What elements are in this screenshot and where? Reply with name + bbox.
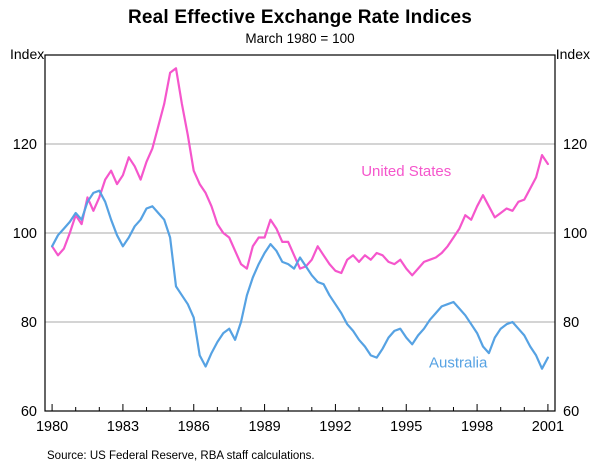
series-label-united-states: United States: [361, 163, 451, 180]
plot-frame: [44, 54, 556, 412]
x-tick-label: 1992: [319, 419, 351, 435]
y-axis-unit-left: Index: [10, 46, 45, 62]
x-tick-label: 2001: [532, 419, 564, 435]
source-note: Source: US Federal Reserve, RBA staff ca…: [47, 450, 315, 462]
y-tick-label-left: 60: [21, 404, 37, 420]
y-tick-label-right: 80: [563, 315, 579, 331]
y-axis-unit-right: Index: [555, 46, 590, 62]
y-tick-label-right: 100: [563, 226, 587, 242]
x-tick-label: 1989: [248, 419, 280, 435]
y-tick-label-right: 120: [563, 137, 587, 153]
y-tick-label-left: 120: [13, 137, 37, 153]
x-tick-label: 1983: [107, 419, 139, 435]
chart-title: Real Effective Exchange Rate Indices: [127, 7, 473, 28]
chart-subtitle: March 1980 = 100: [245, 31, 355, 46]
series-line-australia: [50, 189, 550, 370]
x-tick-label: 1980: [36, 419, 68, 435]
series-label-australia: Australia: [429, 354, 488, 371]
y-tick-label-left: 100: [13, 226, 37, 242]
y-tick-label-right: 60: [563, 404, 579, 420]
x-tick-label: 1998: [461, 419, 493, 435]
y-tick-label-left: 80: [21, 315, 37, 331]
x-tick-label: 1995: [390, 419, 422, 435]
x-tick-label: 1986: [178, 419, 210, 435]
series-line-united-states: [50, 67, 550, 277]
